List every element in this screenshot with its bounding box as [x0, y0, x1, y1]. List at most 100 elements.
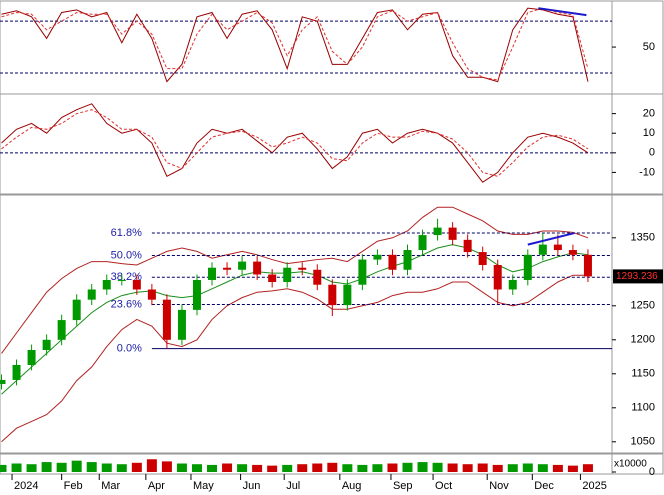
y-tick-label: 1250 — [631, 300, 655, 312]
y-tick-label: -10 — [639, 166, 655, 178]
x-tick-label: Nov — [489, 480, 509, 492]
last-price-label: 1293.236 — [616, 271, 658, 282]
candle-body — [147, 289, 156, 300]
y-tick-label: 1200 — [631, 334, 655, 346]
candle-body — [208, 267, 217, 280]
trendline — [538, 7, 587, 17]
volume-bar — [312, 463, 323, 472]
fib-label: 23.6% — [111, 298, 142, 310]
candle-body — [538, 244, 547, 255]
axis-frame — [611, 452, 664, 475]
candle-body — [328, 284, 337, 306]
volume-bar — [327, 462, 338, 472]
volume-bar — [477, 463, 488, 472]
candle-body — [192, 279, 201, 310]
y-tick-label: 20 — [643, 108, 655, 120]
series-line — [1, 7, 589, 81]
x-tick-label: Sep — [393, 480, 413, 492]
volume-bar — [372, 464, 383, 472]
candle-body — [493, 265, 502, 290]
series-line — [1, 244, 589, 395]
volume-bar — [462, 464, 473, 472]
volume-bar — [402, 462, 413, 472]
volume-bar — [267, 465, 278, 472]
candle-body — [343, 284, 352, 306]
volume-bar — [11, 463, 22, 472]
volume-bar — [507, 464, 518, 472]
volume-bar — [0, 464, 7, 472]
volume-bar — [116, 464, 127, 472]
fib-label: 50.0% — [111, 249, 142, 261]
candle-body — [0, 379, 6, 384]
candle-body — [253, 261, 262, 275]
candle-body — [553, 244, 562, 251]
candle-body — [448, 227, 457, 240]
y-tick-label: 1050 — [631, 436, 655, 448]
y-tick-label: 10 — [643, 127, 655, 139]
volume-bar — [86, 462, 97, 472]
volume-bar — [131, 462, 142, 472]
volume-bar — [222, 463, 233, 472]
x-tick-label: May — [193, 480, 214, 492]
x-tick-label: Oct — [435, 480, 452, 492]
fib-label: 0.0% — [117, 343, 142, 355]
y-tick-label: 0 — [649, 466, 655, 478]
volume-bar — [582, 464, 593, 472]
volume-bar — [567, 465, 578, 472]
candle-body — [313, 269, 322, 285]
candle-body — [508, 279, 517, 290]
y-tick-label: 1150 — [631, 368, 655, 380]
x-tick-label: Mar — [101, 480, 120, 492]
axis-frame — [611, 194, 664, 455]
y-tick-label: 0 — [649, 147, 655, 159]
candle-body — [42, 339, 51, 350]
volume-bar — [417, 462, 428, 472]
axis-frame — [611, 93, 664, 195]
volume-bar — [447, 463, 458, 472]
candle-body — [478, 252, 487, 265]
candle-body — [132, 279, 141, 290]
volume-bar — [237, 464, 248, 472]
volume-bar — [41, 462, 52, 472]
x-tick-label: 2025 — [582, 480, 606, 492]
candle-body — [238, 261, 247, 270]
x-tick-label: Feb — [64, 480, 83, 492]
candle-body — [72, 299, 81, 321]
candle-body — [27, 350, 36, 365]
volume-bar — [176, 463, 187, 472]
candle-body — [177, 309, 186, 340]
x-tick-label: Aug — [342, 480, 362, 492]
candle-body — [57, 320, 66, 340]
candle-body — [102, 279, 111, 290]
volume-bar — [537, 464, 548, 472]
volume-bar — [26, 464, 37, 472]
volume-bar — [252, 464, 263, 472]
fib-label: 61.8% — [111, 227, 142, 239]
volume-bar — [432, 462, 443, 472]
volume-bar — [492, 464, 503, 472]
candle-body — [373, 254, 382, 260]
last-price-box — [613, 269, 663, 284]
candle-body — [283, 267, 292, 282]
y-tick-label: 1350 — [631, 232, 655, 244]
volume-bar — [191, 464, 202, 472]
candle-body — [358, 259, 367, 285]
y-axis-label: x10000 — [614, 459, 647, 470]
x-tick-label: 2024 — [14, 480, 38, 492]
volume-bar — [297, 464, 308, 472]
candle-body — [388, 254, 397, 270]
candle-body — [403, 250, 412, 270]
volume-bar — [207, 464, 218, 472]
candle-body — [568, 250, 577, 255]
candle-body — [463, 239, 472, 253]
candle-body — [268, 274, 277, 282]
x-tick-label: Jul — [286, 480, 300, 492]
volume-bar — [522, 463, 533, 472]
volume-bar — [357, 464, 368, 472]
x-tick-label: Dec — [534, 480, 554, 492]
volume-bar — [56, 462, 67, 472]
volume-bar — [161, 461, 172, 472]
candle-body — [583, 254, 592, 277]
